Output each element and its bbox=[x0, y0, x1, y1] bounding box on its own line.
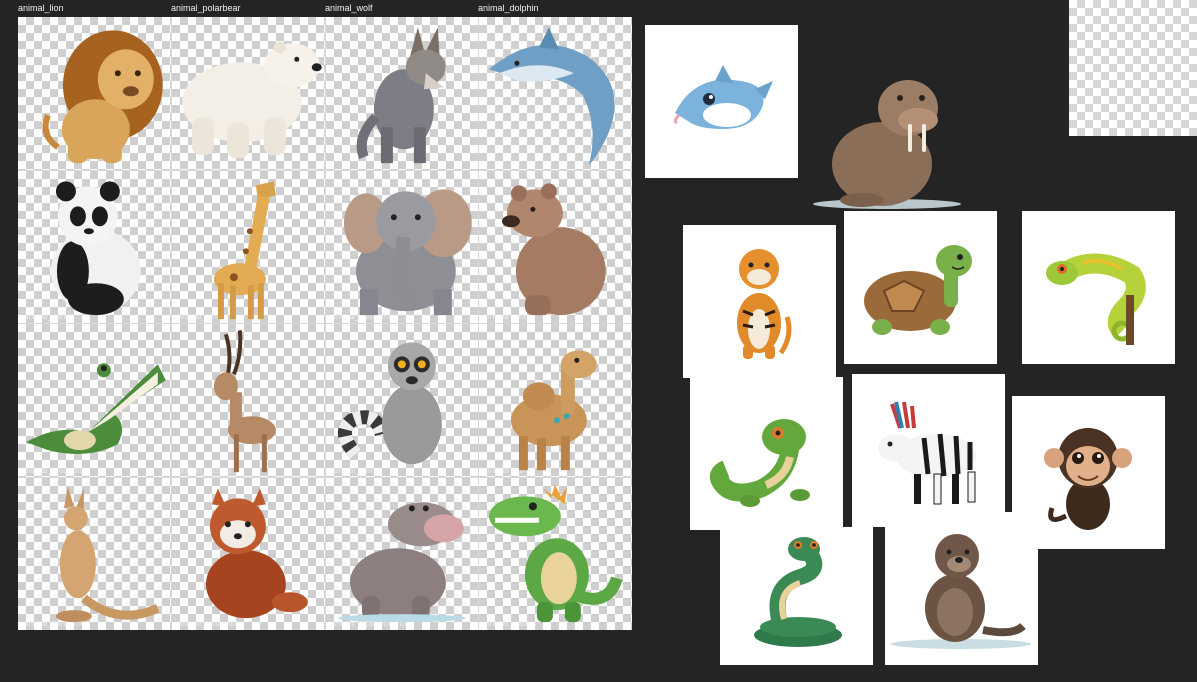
walrus-image bbox=[813, 80, 961, 209]
image-walrus[interactable] bbox=[812, 72, 962, 210]
tiger-image bbox=[737, 249, 792, 359]
sprite-cell-giraffe[interactable]: animal_giraffe bbox=[171, 170, 325, 323]
turtle-image bbox=[864, 245, 972, 335]
monkey-image bbox=[1044, 428, 1132, 530]
image-card-tiger[interactable] bbox=[683, 225, 836, 378]
ghost-label: animal_lemur bbox=[331, 465, 380, 475]
sprite-cell-crocodile[interactable]: animal_crocodile bbox=[18, 324, 171, 477]
sprite-cell-camel[interactable]: animal_camel bbox=[479, 324, 632, 477]
empty-transparent-canvas[interactable] bbox=[1069, 0, 1197, 136]
ghost-label: animal_crocodile bbox=[24, 465, 85, 475]
dolphin-cartoon-image bbox=[673, 65, 773, 129]
ghost-label: animal_camel bbox=[485, 465, 535, 475]
image-card-zebra[interactable] bbox=[852, 374, 1005, 527]
column-label-polarbear: animal_polarbear bbox=[171, 3, 241, 13]
sprite-cell-lemur[interactable]: animal_lemur bbox=[325, 324, 479, 477]
image-card-dolphin[interactable] bbox=[645, 25, 798, 178]
ghost-label: animal_kangaroo bbox=[24, 619, 86, 628]
ghost-label: animal_giraffe bbox=[177, 312, 228, 321]
lion-image bbox=[42, 30, 163, 164]
kangaroo-image bbox=[55, 485, 160, 622]
gazelle-image bbox=[213, 330, 276, 473]
sprite-cell-panda[interactable]: animal_panda bbox=[18, 170, 171, 323]
ghost-label: animal_walrus bbox=[485, 619, 537, 628]
ghost-label: animal_bear bbox=[485, 312, 530, 321]
hippo-image bbox=[337, 501, 466, 622]
ghost-label: animal_gazelle bbox=[177, 465, 232, 475]
camel-image bbox=[511, 350, 598, 471]
lizard-image bbox=[709, 419, 810, 507]
sprite-cell-dolphin[interactable] bbox=[479, 17, 632, 170]
sprite-cell-hippo[interactable]: animal_hippopotamus bbox=[325, 477, 479, 630]
column-label-lion: animal_lion bbox=[18, 3, 64, 13]
lemur-image bbox=[337, 342, 442, 465]
sprite-cell-red-panda[interactable]: animal_redpanda bbox=[171, 477, 325, 630]
sprite-cell-elephant[interactable]: animal_elephant bbox=[325, 170, 479, 323]
image-card-lizard[interactable] bbox=[690, 377, 843, 530]
red-panda-image bbox=[205, 487, 308, 618]
image-card-turtle[interactable] bbox=[844, 211, 997, 364]
giraffe-image bbox=[213, 180, 276, 319]
image-card-otter[interactable] bbox=[885, 512, 1038, 665]
sprite-cell-dinosaur[interactable]: animal_walrus bbox=[479, 477, 632, 630]
column-label-wolf: animal_wolf bbox=[325, 3, 373, 13]
sprite-cell-polar-bear[interactable] bbox=[171, 17, 325, 170]
sprite-cell-bear[interactable]: animal_bear bbox=[479, 170, 632, 323]
panda-image bbox=[50, 180, 141, 315]
otter-image bbox=[891, 534, 1031, 649]
dolphin-image bbox=[489, 27, 615, 166]
zebra-image bbox=[878, 401, 976, 505]
sprite-cell-gazelle[interactable]: animal_gazelle bbox=[171, 324, 325, 477]
image-card-chameleon[interactable] bbox=[1022, 211, 1175, 364]
column-label-dolphin: animal_dolphin bbox=[478, 3, 539, 13]
sprite-sheet[interactable]: animal_panda animal_giraffe bbox=[18, 17, 632, 630]
polar-bear-image bbox=[181, 41, 322, 159]
dinosaur-image bbox=[489, 483, 623, 622]
chameleon-image bbox=[1046, 253, 1146, 345]
ghost-label: animal_hippopotamus bbox=[331, 619, 410, 628]
sprite-cell-kangaroo[interactable]: animal_kangaroo bbox=[18, 477, 171, 630]
elephant-image bbox=[343, 188, 472, 315]
image-card-snake[interactable] bbox=[720, 527, 873, 665]
ghost-label: animal_elephant bbox=[331, 312, 391, 321]
ghost-label: animal_redpanda bbox=[177, 619, 240, 628]
crocodile-image bbox=[25, 363, 166, 455]
sprite-cell-lion[interactable] bbox=[18, 17, 171, 170]
snake-image bbox=[754, 537, 842, 647]
sprite-cell-wolf[interactable] bbox=[325, 17, 479, 170]
ghost-label: animal_panda bbox=[24, 312, 75, 321]
wolf-image bbox=[356, 27, 446, 164]
bear-image bbox=[502, 182, 607, 315]
